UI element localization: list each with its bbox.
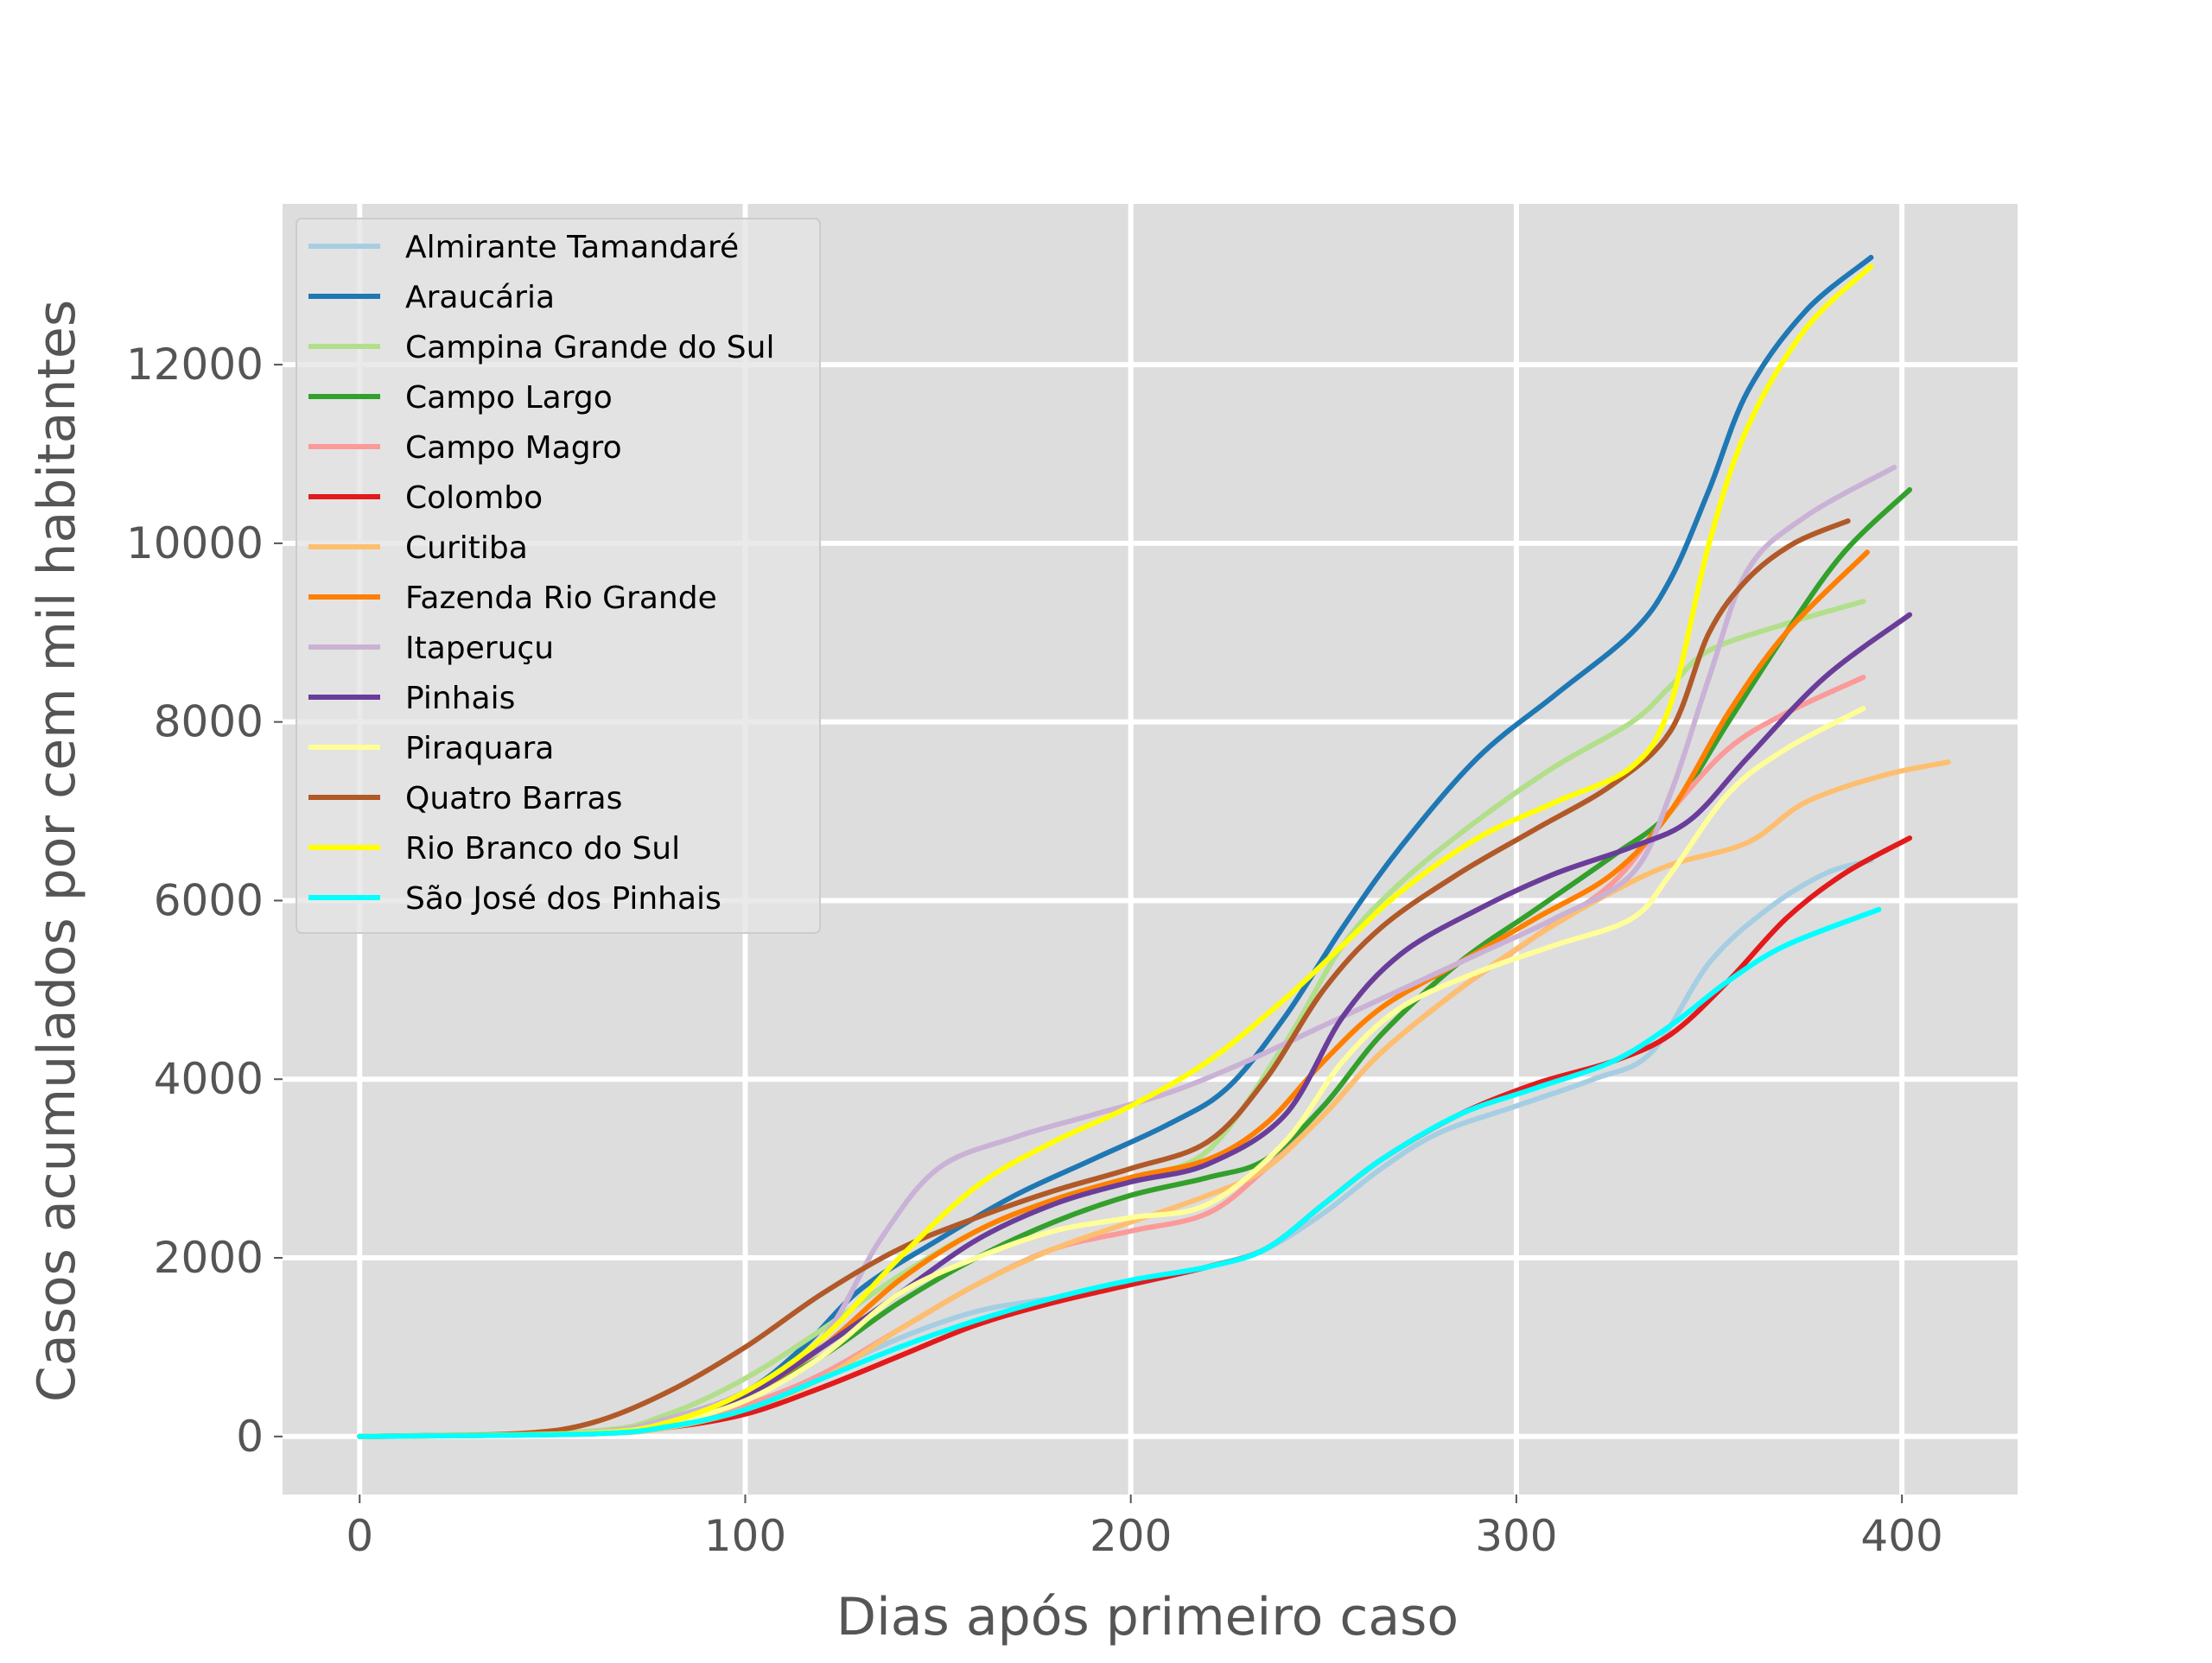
legend-label: Rio Branco do Sul	[405, 831, 680, 866]
legend: Almirante Tamandaré Araucária Campina Gran…	[296, 218, 821, 934]
y-tick-label: 10000	[126, 518, 264, 568]
series-line-piraquara	[357, 706, 1866, 1439]
legend-label: Campina Grande do Sul	[405, 330, 774, 365]
legend-items: Almirante Tamandaré Araucária Campina Gran…	[308, 230, 774, 917]
series-line-campina-grande-do-sul	[357, 599, 1866, 1439]
x-tick-label: 300	[1475, 1511, 1557, 1561]
y-axis-ticks: 0 2000 4000 6000 8000 10000 12000	[126, 340, 283, 1462]
legend-label: Almirante Tamandaré	[405, 230, 739, 265]
y-tick-label: 0	[236, 1412, 264, 1462]
y-tick-label: 2000	[154, 1233, 264, 1283]
legend-label: Fazenda Rio Grande	[405, 581, 717, 616]
x-tick-label: 200	[1090, 1511, 1172, 1561]
x-tick-label: 100	[704, 1511, 786, 1561]
legend-label: Quatro Barras	[405, 781, 622, 816]
series-line-rio-branco-do-sul	[357, 263, 1874, 1439]
y-tick-label: 8000	[154, 697, 264, 747]
series-line-pinhais	[357, 612, 1913, 1439]
legend-label: Colombo	[405, 480, 543, 516]
legend-label: Curitiba	[405, 530, 528, 566]
x-axis-ticks: 0 100 200 300 400	[346, 1495, 1943, 1561]
legend-label: Campo Largo	[405, 380, 613, 416]
x-tick-label: 0	[346, 1511, 373, 1561]
legend-label: Itaperuçu	[405, 631, 554, 666]
series-line-quatro-barras	[357, 518, 1851, 1439]
x-axis-label: Dias após primeiro caso	[836, 1587, 1459, 1647]
y-tick-label: 4000	[154, 1054, 264, 1104]
legend-label: Campo Magro	[405, 430, 622, 466]
series-lines	[357, 255, 1951, 1439]
legend-box	[296, 218, 821, 934]
y-axis-label: Casos acumulados por cem mil habitantes	[27, 300, 87, 1402]
legend-label: São José dos Pinhais	[405, 881, 721, 917]
series-line-sao-jose-dos-pinhais	[357, 906, 1882, 1439]
y-tick-label: 12000	[126, 340, 264, 390]
x-tick-label: 400	[1860, 1511, 1942, 1561]
legend-label: Araucária	[405, 280, 555, 315]
legend-label: Pinhais	[405, 681, 515, 716]
y-tick-label: 6000	[154, 875, 264, 925]
legend-label: Piraquara	[405, 731, 554, 766]
